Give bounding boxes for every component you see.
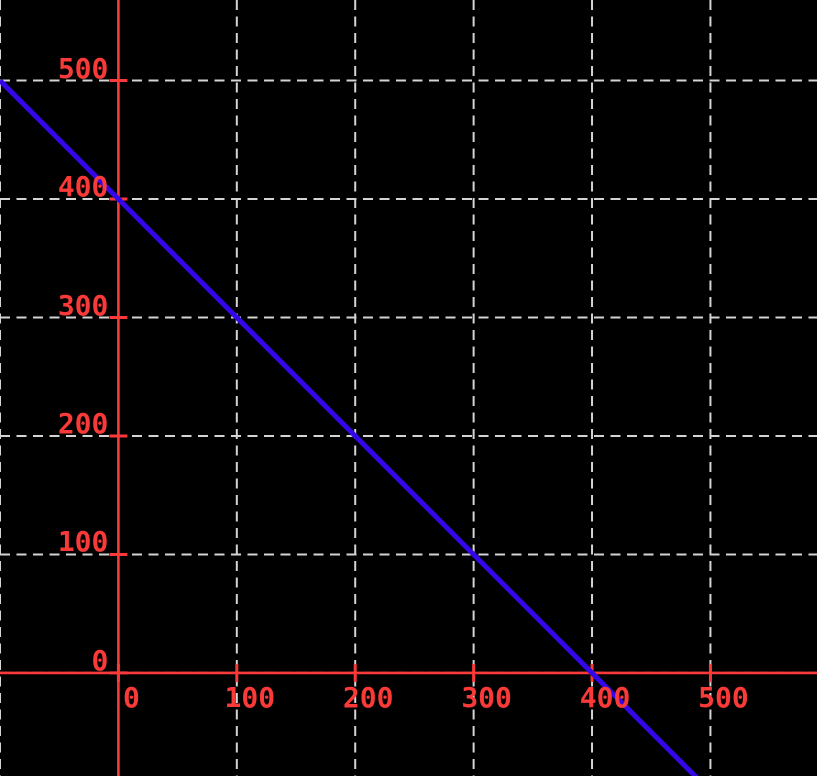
data-line [0, 78, 699, 776]
